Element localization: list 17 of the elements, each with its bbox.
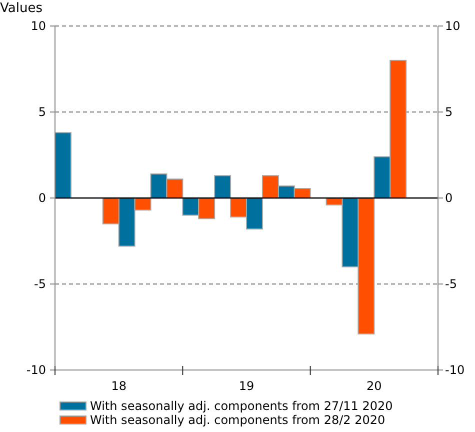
y-tick-label: 10 xyxy=(30,19,46,34)
x-tick-label: 19 xyxy=(238,379,254,393)
y-tick-label: 0 xyxy=(38,191,46,206)
legend-label: With seasonally adj. components from 28/2 2020 xyxy=(90,413,386,428)
y2-tick-label: 5 xyxy=(445,105,453,120)
y-tick-label: -5 xyxy=(34,277,46,292)
legend-label: With seasonally adj. components from 27/11 2020 xyxy=(90,399,393,414)
y2-tick-label: -5 xyxy=(445,277,457,292)
y-tick-label: 5 xyxy=(38,105,46,120)
bar xyxy=(54,132,72,198)
y2-tick-label: -10 xyxy=(445,363,465,378)
y-axis-title: Values xyxy=(0,1,43,16)
y2-tick-label: 0 xyxy=(445,191,453,206)
x-tick-label: 18 xyxy=(111,379,126,393)
x-tick-label: 20 xyxy=(366,379,382,393)
y-tick-label: -10 xyxy=(26,363,46,378)
y2-tick-label: 10 xyxy=(445,19,460,34)
